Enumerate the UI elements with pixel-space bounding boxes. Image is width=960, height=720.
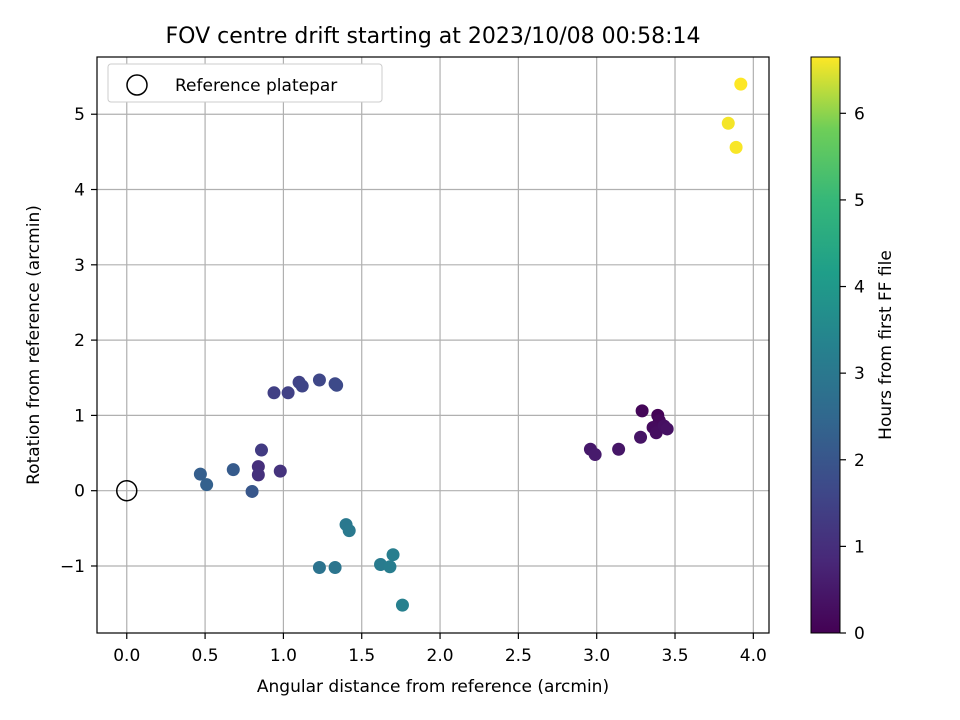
data-point bbox=[588, 448, 602, 462]
data-point bbox=[281, 386, 295, 400]
y-tick-label: 0 bbox=[74, 482, 85, 502]
data-point bbox=[342, 524, 356, 538]
x-tick-label: 0.5 bbox=[192, 646, 219, 666]
data-point bbox=[251, 468, 265, 482]
data-point bbox=[273, 464, 287, 478]
plot-frame bbox=[96, 56, 770, 634]
data-point bbox=[312, 560, 326, 574]
data-point bbox=[312, 373, 326, 387]
y-axis-ticks: −1 0 1 2 3 4 5 bbox=[60, 105, 97, 577]
colorbar-tick-label: 0 bbox=[854, 624, 865, 644]
legend-box bbox=[107, 63, 383, 103]
legend: Reference platepar bbox=[107, 63, 383, 103]
data-points bbox=[193, 77, 748, 612]
data-point bbox=[383, 560, 397, 574]
grid bbox=[97, 57, 769, 633]
data-point bbox=[386, 548, 400, 562]
colorbar-tick-label: 4 bbox=[854, 278, 865, 298]
y-tick-label: 1 bbox=[74, 406, 85, 426]
data-point bbox=[395, 598, 409, 612]
data-point bbox=[254, 443, 268, 457]
x-tick-label: 2.0 bbox=[427, 646, 454, 666]
reference-marker bbox=[116, 479, 138, 502]
colorbar bbox=[810, 56, 841, 634]
data-point bbox=[660, 422, 674, 436]
x-tick-label: 1.5 bbox=[348, 646, 375, 666]
x-tick-label: 4.0 bbox=[740, 646, 767, 666]
data-point bbox=[634, 430, 648, 444]
legend-entry-reference: Reference platepar bbox=[175, 76, 337, 96]
data-point bbox=[328, 560, 342, 574]
data-point bbox=[721, 116, 735, 130]
data-point bbox=[193, 467, 207, 481]
x-tick-label: 1.0 bbox=[270, 646, 297, 666]
y-tick-label: 2 bbox=[74, 331, 85, 351]
data-point bbox=[635, 404, 649, 418]
legend-reference-marker bbox=[126, 74, 148, 96]
x-tick-label: 0.0 bbox=[113, 646, 140, 666]
data-point bbox=[226, 463, 240, 477]
colorbar-tick-label: 1 bbox=[854, 537, 865, 557]
x-tick-label: 2.5 bbox=[505, 646, 532, 666]
data-point bbox=[245, 484, 259, 498]
x-axis-label: Angular distance from reference (arcmin) bbox=[257, 677, 609, 697]
data-point bbox=[330, 378, 344, 392]
data-point bbox=[734, 77, 748, 91]
y-tick-label: 5 bbox=[74, 105, 85, 125]
colorbar-tick-label: 2 bbox=[854, 451, 865, 471]
colorbar-ticks: 0 1 2 3 4 5 6 bbox=[840, 104, 865, 644]
colorbar-label: Hours from first FF file bbox=[876, 250, 896, 440]
colorbar-tick-label: 3 bbox=[854, 364, 865, 384]
colorbar-tick-label: 6 bbox=[854, 104, 865, 124]
x-axis-ticks: 0.0 0.5 1.0 1.5 2.0 2.5 3.0 3.5 4.0 bbox=[113, 633, 767, 666]
data-point bbox=[295, 379, 309, 393]
colorbar-tick-label: 5 bbox=[854, 191, 865, 211]
data-point bbox=[612, 442, 626, 456]
y-tick-label: 4 bbox=[74, 181, 85, 201]
y-tick-label: 3 bbox=[74, 256, 85, 276]
x-tick-label: 3.5 bbox=[661, 646, 688, 666]
chart-title: FOV centre drift starting at 2023/10/08 … bbox=[166, 24, 701, 49]
data-point bbox=[267, 386, 281, 400]
y-tick-label: −1 bbox=[60, 557, 85, 577]
x-tick-label: 3.0 bbox=[583, 646, 610, 666]
data-point bbox=[200, 478, 214, 492]
y-axis-label: Rotation from reference (arcmin) bbox=[24, 205, 44, 485]
data-point bbox=[729, 140, 743, 154]
